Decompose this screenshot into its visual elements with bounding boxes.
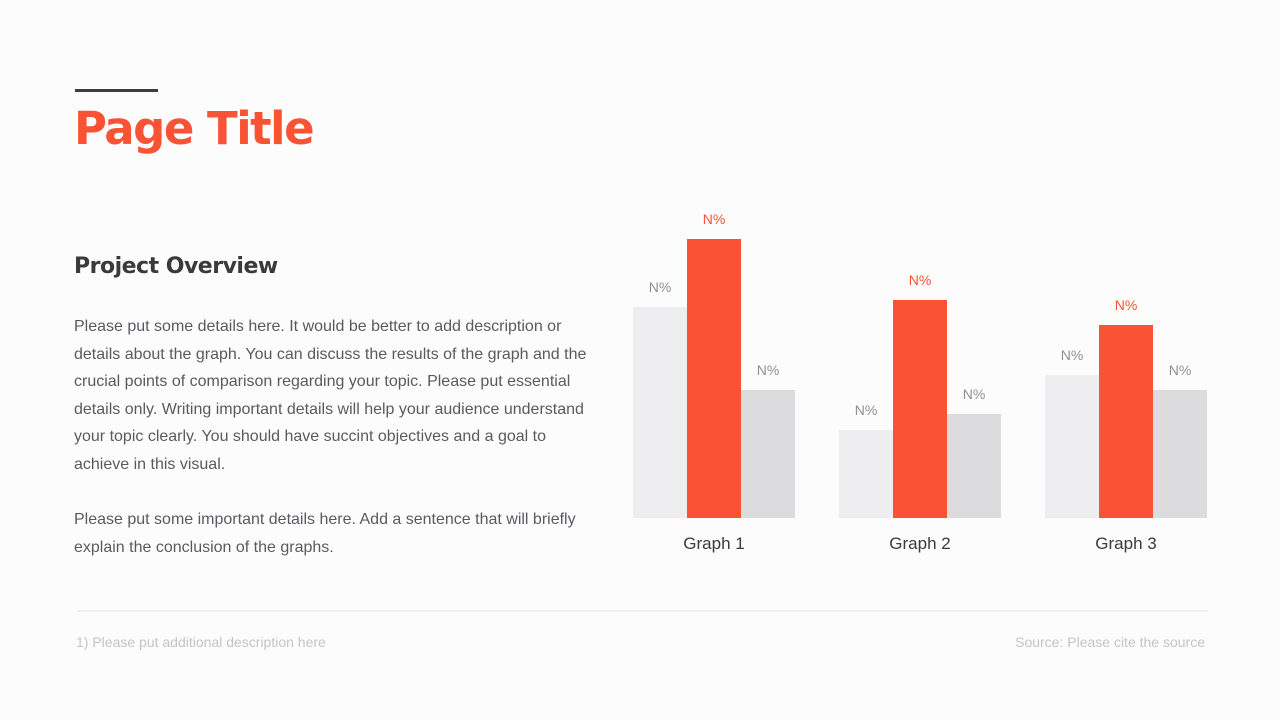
- bar-3-series-1: [1045, 375, 1099, 518]
- footnote: 1) Please put additional description her…: [76, 634, 326, 650]
- bar-1-series-3: [741, 390, 795, 518]
- bar-1-series-2: [687, 239, 741, 518]
- bar-value-label: N%: [908, 272, 932, 288]
- bar-value-label: N%: [854, 402, 878, 418]
- bar-1-series-1: [633, 307, 687, 518]
- title-accent-line: [75, 89, 158, 92]
- bar-value-label: N%: [756, 362, 780, 378]
- category-label: Graph 3: [1095, 534, 1157, 553]
- bar-2-series-2: [893, 300, 947, 518]
- bar-value-label: N%: [702, 211, 726, 227]
- bar-value-label: N%: [1168, 362, 1192, 378]
- source-citation: Source: Please cite the source: [1015, 634, 1205, 650]
- category-label: Graph 2: [889, 534, 951, 553]
- bar-3-series-2: [1099, 325, 1153, 518]
- bar-3-series-3: [1153, 390, 1207, 518]
- bar-value-label: N%: [962, 386, 986, 402]
- bar-value-label: N%: [648, 279, 672, 295]
- section-title: Project Overview: [74, 254, 278, 279]
- bar-2-series-3: [947, 414, 1001, 518]
- bar-value-label: N%: [1114, 297, 1138, 313]
- bar-value-label: N%: [1060, 347, 1084, 363]
- category-label: Graph 1: [683, 534, 745, 553]
- bar-2-series-1: [839, 430, 893, 518]
- footer-divider: [77, 610, 1208, 612]
- description-paragraph: Please put some details here. It would b…: [74, 318, 587, 473]
- page-title: Page Title: [74, 102, 315, 155]
- conclusion-paragraph: Please put some important details here. …: [74, 511, 576, 556]
